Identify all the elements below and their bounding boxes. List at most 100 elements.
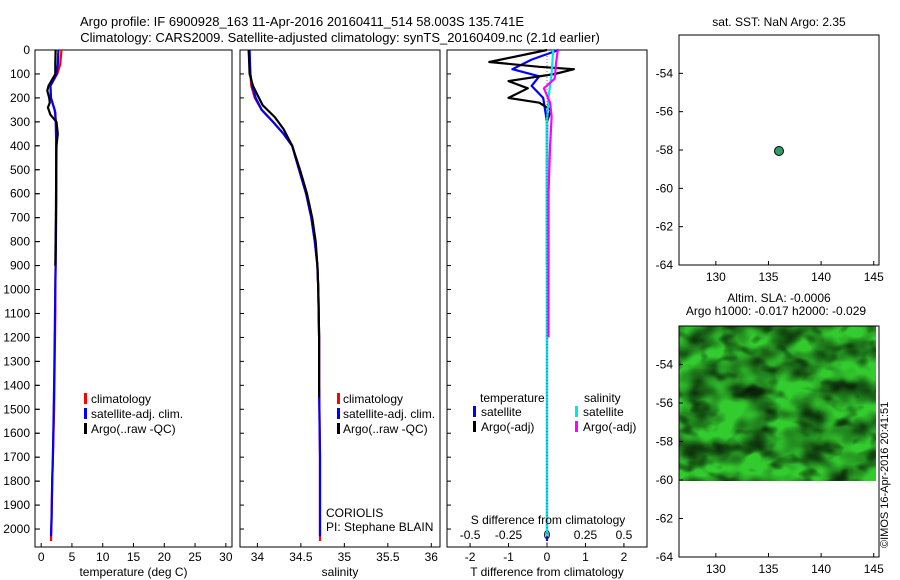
legend-swatch-satellite [84, 408, 87, 419]
sla-map-title-2: Argo h1000: -0.017 h2000: -0.029 [686, 304, 866, 318]
depth-tick-label: 1000 [3, 283, 30, 297]
x-tick-label: 2 [621, 550, 628, 564]
map-y-tick-label: -62 [656, 512, 674, 526]
x-tick-label: 0 [544, 550, 551, 564]
legend-label-climatology: climatology [91, 392, 151, 406]
x-axis-label: T difference from climatology [470, 565, 624, 579]
sla-heatmap-orange-patches [679, 326, 876, 481]
depth-tick-label: 1700 [3, 450, 30, 464]
map-y-tick-label: -56 [656, 396, 674, 410]
legend-label-t-argo: Argo(-adj) [481, 420, 534, 434]
x-tick-label: 1 [582, 550, 589, 564]
series-argo-raw-qc- [247, 49, 321, 398]
x-tick-label: 5 [69, 550, 76, 564]
map-y-tick-label: -60 [656, 473, 674, 487]
legend-swatch-s-argo [575, 421, 578, 432]
map-x-tick-label: 145 [864, 562, 884, 576]
x-tick-label: 15 [127, 550, 141, 564]
sla-heatmap [679, 326, 876, 481]
legend-swatch-s-satellite [575, 406, 578, 417]
legend-label-satellite: satellite-adj. clim. [91, 407, 183, 421]
legend-swatch-argo [337, 423, 340, 434]
series-argo-raw-qc- [46, 49, 59, 266]
depth-tick-label: 1300 [3, 354, 30, 368]
title-line-2: Climatology: CARS2009. Satellite-adjuste… [80, 30, 600, 45]
legend-swatch-climatology [84, 393, 87, 404]
map-y-tick-label: -58 [656, 143, 674, 157]
temperature-panel-frame [34, 49, 233, 548]
x-tick-label: -1 [503, 550, 514, 564]
salinity-panel-frame [239, 49, 441, 548]
x-tick-label: 25 [188, 550, 202, 564]
legend-label-satellite: satellite-adj. clim. [343, 407, 435, 421]
map-x-tick-label: 135 [758, 562, 778, 576]
depth-tick-label: 100 [10, 67, 30, 81]
sla-map-axes: 130 135 140 145 -54 -56 -58 -60 -62 -64 [656, 358, 884, 577]
sla-map-title-1: Altim. SLA: -0.0006 [727, 291, 831, 305]
x-top-tick-label: -0.5 [460, 528, 481, 542]
pi-label: PI: Stephane BLAIN [326, 520, 433, 534]
temperature-legend: climatology satellite-adj. clim. Argo(..… [84, 392, 183, 436]
legend-swatch-t-satellite [473, 406, 476, 417]
map-x-tick-label: 135 [758, 270, 778, 284]
x-tick-label: 30 [219, 550, 233, 564]
map-x-tick-label: 140 [811, 562, 831, 576]
depth-tick-label: 1600 [3, 426, 30, 440]
x-axis-label: salinity [322, 565, 359, 579]
legend-swatch-t-argo [473, 421, 476, 432]
map-x-tick-label: 140 [811, 270, 831, 284]
x-top-tick-label: 0.25 [574, 528, 598, 542]
map-y-tick-label: -58 [656, 435, 674, 449]
legend-label-argo: Argo(..raw -QC) [91, 422, 176, 436]
depth-tick-label: 400 [10, 139, 30, 153]
legend-swatch-argo [84, 423, 87, 434]
x-tick-label: 20 [158, 550, 172, 564]
depth-tick-label: 800 [10, 235, 30, 249]
map-y-tick-label: -64 [656, 550, 674, 564]
sst-map-title: sat. SST: NaN Argo: 2.35 [712, 15, 846, 29]
depth-tick-label: 2000 [3, 522, 30, 536]
x-top-tick-label: 0.5 [616, 528, 633, 542]
side-stamp: ©IMOS 16-Apr-2016 20:41:51 [879, 402, 891, 548]
series-satellite-adj-clim- [248, 49, 322, 537]
depth-tick-label: 1500 [3, 402, 30, 416]
legend-label-t-satellite: satellite [481, 405, 522, 419]
x-tick-label: 34 [251, 550, 265, 564]
map-y-tick-label: -60 [656, 181, 674, 195]
depth-tick-label: 700 [10, 211, 30, 225]
x-tick-label: -2 [465, 550, 476, 564]
salinity-legend: climatology satellite-adj. clim. Argo(..… [326, 392, 435, 534]
difference-legend: temperature salinity satellite satellite… [471, 391, 637, 527]
depth-tick-label: 900 [10, 259, 30, 273]
map-x-tick-label: 130 [706, 562, 726, 576]
map-x-tick-label: 145 [864, 270, 884, 284]
legend-swatch-satellite [337, 408, 340, 419]
depth-tick-label: 1800 [3, 474, 30, 488]
legend-label-s-satellite: satellite [583, 405, 624, 419]
depth-tick-label: 0 [23, 43, 30, 57]
argo-float-marker [774, 146, 784, 156]
salinity-plot: 34 34.5 35 35.5 36 salinity [240, 49, 439, 579]
series-climatology [247, 49, 322, 541]
map-y-tick-label: -54 [656, 358, 674, 372]
legend-heading-salinity: salinity [584, 391, 621, 405]
x-tick-label: 35 [338, 550, 352, 564]
depth-tick-label: 300 [10, 115, 30, 129]
x-tick-label: 36 [425, 550, 439, 564]
series-salinity-argo-adj- [542, 49, 559, 338]
s-difference-title: S difference from climatology [471, 513, 626, 527]
depth-tick-label: 1400 [3, 378, 30, 392]
institution-label: CORIOLIS [326, 506, 383, 520]
x-tick-label: 10 [96, 550, 110, 564]
map-y-tick-label: -54 [656, 66, 674, 80]
map-y-tick-label: -64 [656, 258, 674, 272]
depth-tick-label: 1900 [3, 498, 30, 512]
depth-tick-label: 600 [10, 187, 30, 201]
temperature-plot: 0 5 10 15 20 25 30 temperature (deg C) [35, 49, 233, 579]
map-y-tick-label: -62 [656, 220, 674, 234]
legend-swatch-climatology [337, 393, 340, 404]
series-temperature-argo-adj- [488, 48, 576, 266]
depth-axis: 0 100 200 300 400 500 600 700 800 900 1000 1100 1200… [3, 43, 40, 536]
depth-tick-label: 1200 [3, 330, 30, 344]
